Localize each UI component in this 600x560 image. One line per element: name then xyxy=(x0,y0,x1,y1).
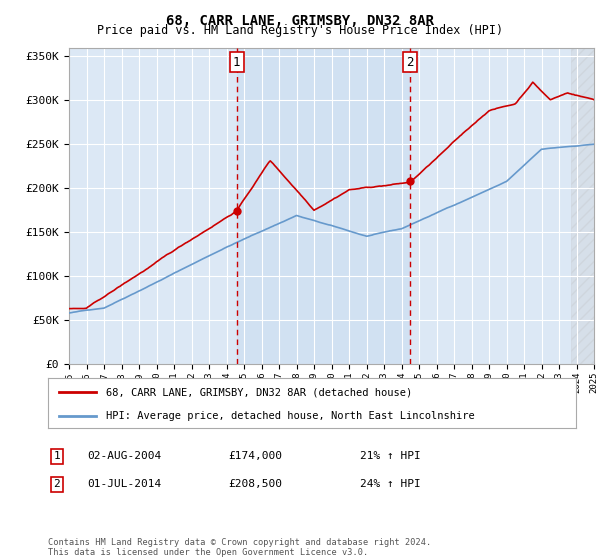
Bar xyxy=(236,48,410,364)
Text: 01-JUL-2014: 01-JUL-2014 xyxy=(87,479,161,489)
Text: 2: 2 xyxy=(53,479,61,489)
Text: £208,500: £208,500 xyxy=(228,479,282,489)
Text: 1: 1 xyxy=(53,451,61,461)
Text: 21% ↑ HPI: 21% ↑ HPI xyxy=(360,451,421,461)
Text: 68, CARR LANE, GRIMSBY, DN32 8AR: 68, CARR LANE, GRIMSBY, DN32 8AR xyxy=(166,14,434,28)
Text: Price paid vs. HM Land Registry's House Price Index (HPI): Price paid vs. HM Land Registry's House … xyxy=(97,24,503,37)
Bar xyxy=(571,48,594,364)
Text: 02-AUG-2004: 02-AUG-2004 xyxy=(87,451,161,461)
Text: 68, CARR LANE, GRIMSBY, DN32 8AR (detached house): 68, CARR LANE, GRIMSBY, DN32 8AR (detach… xyxy=(106,387,412,397)
Text: HPI: Average price, detached house, North East Lincolnshire: HPI: Average price, detached house, Nort… xyxy=(106,411,475,421)
Text: £174,000: £174,000 xyxy=(228,451,282,461)
Text: 24% ↑ HPI: 24% ↑ HPI xyxy=(360,479,421,489)
Text: Contains HM Land Registry data © Crown copyright and database right 2024.
This d: Contains HM Land Registry data © Crown c… xyxy=(48,538,431,557)
Text: 2: 2 xyxy=(407,55,414,68)
Text: 1: 1 xyxy=(233,55,241,68)
